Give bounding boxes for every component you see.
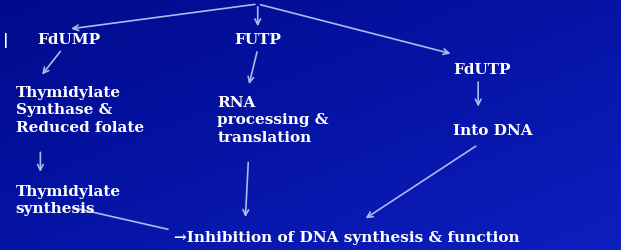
Text: FUTP: FUTP xyxy=(234,33,281,47)
Text: Into DNA: Into DNA xyxy=(453,123,533,137)
Text: RNA
processing &
translation: RNA processing & translation xyxy=(217,96,329,144)
Text: Thymidylate
synthesis: Thymidylate synthesis xyxy=(16,184,120,216)
Text: →Inhibition of DNA synthesis & function: →Inhibition of DNA synthesis & function xyxy=(174,230,520,244)
Text: |: | xyxy=(3,32,9,48)
Text: Thymidylate
Synthase &
Reduced folate: Thymidylate Synthase & Reduced folate xyxy=(16,86,143,134)
Text: FdUMP: FdUMP xyxy=(37,33,101,47)
Text: FdUTP: FdUTP xyxy=(453,63,511,77)
